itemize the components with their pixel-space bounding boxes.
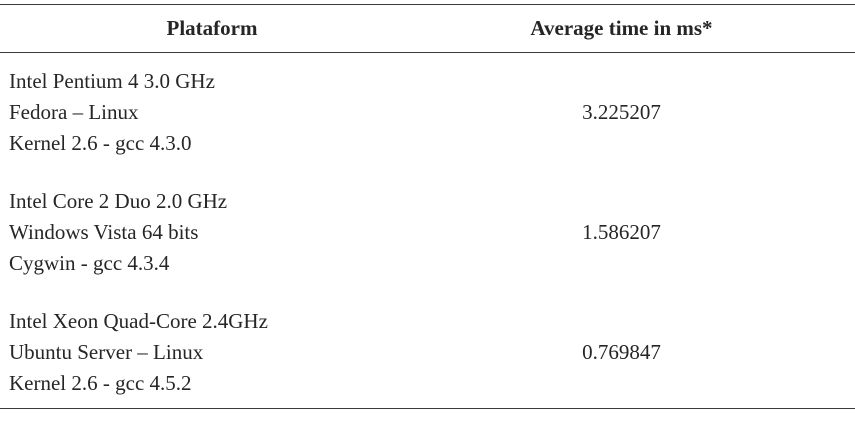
platform-cell: Intel Xeon Quad-Core 2.4GHz Ubuntu Serve… (0, 306, 424, 399)
table-row: Intel Core 2 Duo 2.0 GHz Windows Vista 6… (0, 186, 855, 279)
platform-line: Cygwin - gcc 4.3.4 (9, 251, 170, 275)
platform-line: Fedora – Linux (9, 100, 139, 124)
header-average-time: Average time in ms* (530, 16, 713, 40)
benchmark-table: Plataform Average time in ms* Intel Pent… (0, 4, 855, 409)
platform-line: Intel Xeon Quad-Core 2.4GHz (9, 309, 268, 333)
time-cell: 0.769847 (582, 340, 661, 364)
bottom-rule (0, 408, 855, 409)
platform-line: Windows Vista 64 bits (9, 220, 199, 244)
header-platform: Plataform (166, 16, 258, 40)
table-header-row: Plataform Average time in ms* (0, 5, 855, 52)
platform-cell: Intel Pentium 4 3.0 GHz Fedora – Linux K… (0, 66, 424, 159)
table-row: Intel Xeon Quad-Core 2.4GHz Ubuntu Serve… (0, 306, 855, 399)
time-cell: 1.586207 (582, 220, 661, 244)
table-row: Intel Pentium 4 3.0 GHz Fedora – Linux K… (0, 66, 855, 159)
platform-line: Kernel 2.6 - gcc 4.3.0 (9, 131, 192, 155)
platform-line: Kernel 2.6 - gcc 4.5.2 (9, 371, 192, 395)
time-cell: 3.225207 (582, 100, 661, 124)
platform-line: Intel Core 2 Duo 2.0 GHz (9, 189, 228, 213)
table-body: Intel Pentium 4 3.0 GHz Fedora – Linux K… (0, 53, 855, 408)
top-rule (0, 4, 855, 5)
platform-line: Intel Pentium 4 3.0 GHz (9, 69, 215, 93)
header-rule (0, 52, 855, 53)
platform-line: Ubuntu Server – Linux (9, 340, 204, 364)
platform-cell: Intel Core 2 Duo 2.0 GHz Windows Vista 6… (0, 186, 424, 279)
